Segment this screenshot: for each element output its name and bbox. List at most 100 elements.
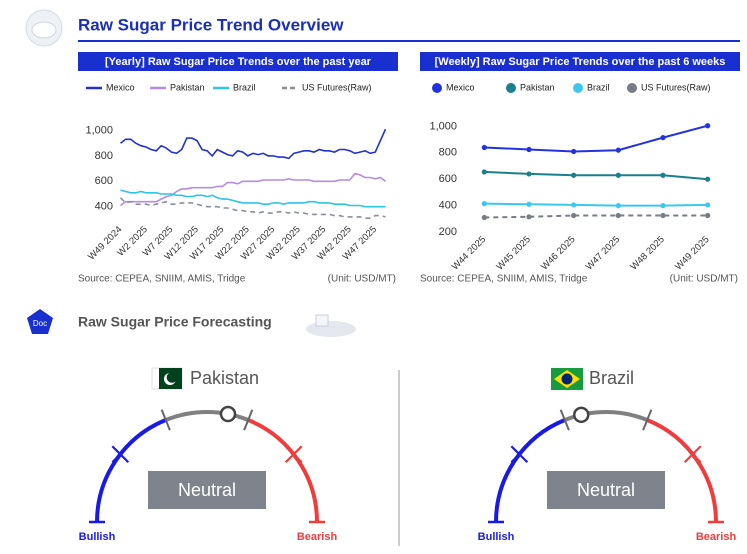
outlook-label: Neutral	[178, 480, 236, 500]
point	[615, 203, 621, 209]
point	[660, 135, 666, 141]
unit-note: (Unit: USD/MT)	[670, 274, 738, 285]
sugar-decoration	[306, 321, 356, 337]
point	[660, 203, 666, 209]
flag-moon-cut	[166, 372, 178, 383]
legend-marker	[506, 83, 516, 93]
legend-marker	[627, 83, 637, 93]
series-line	[484, 124, 708, 153]
point	[571, 202, 577, 208]
gauge-divider	[559, 409, 570, 431]
legend-marker	[573, 83, 583, 93]
flag-globe	[561, 373, 573, 385]
y-tick-label: 800	[439, 147, 457, 159]
source-note: Source: CEPEA, SNIIM, AMIS, Tridge	[420, 274, 588, 285]
x-tick-label: W49 2024	[86, 224, 124, 262]
legend-marker	[432, 83, 442, 93]
point	[526, 214, 532, 220]
doc-icon-label: Doc	[33, 319, 47, 328]
y-tick-label: 1,000	[429, 120, 457, 132]
bullish-label: Bullish	[79, 531, 116, 543]
legend-label: Pakistan	[520, 82, 555, 92]
forecast-title: Raw Sugar Price Forecasting	[78, 314, 272, 330]
point	[705, 202, 711, 208]
point	[615, 212, 621, 219]
series-line	[484, 170, 708, 181]
unit-note: (Unit: USD/MT)	[328, 274, 396, 285]
point	[481, 201, 487, 207]
chart-title-bar	[78, 52, 398, 71]
y-tick-label: 200	[439, 226, 457, 238]
outlook-box	[148, 471, 266, 509]
point	[615, 172, 621, 178]
gauge-indicator	[573, 406, 590, 424]
gauge-divider	[243, 409, 254, 431]
series-line	[119, 197, 386, 219]
point	[705, 212, 711, 219]
chart-title: [Weekly] Raw Sugar Price Trends over the…	[435, 56, 726, 68]
outlook-label: Neutral	[577, 480, 635, 500]
legend-label: Mexico	[106, 82, 135, 92]
bearish-label: Bearish	[297, 531, 338, 543]
point	[571, 172, 577, 178]
x-tick-label: W46 2025	[539, 234, 577, 272]
y-tick-label: 1,000	[85, 124, 113, 136]
gauge-cross	[683, 445, 702, 464]
point	[481, 144, 487, 151]
y-tick-label: 600	[439, 173, 457, 185]
point	[660, 212, 666, 219]
point	[571, 212, 577, 219]
series-line	[120, 128, 387, 160]
x-tick-label: W49 2025	[673, 234, 711, 272]
point	[571, 148, 577, 155]
sugar-cube	[315, 314, 329, 327]
chart-title-bar	[420, 52, 740, 71]
x-tick-label: W45 2025	[494, 234, 532, 272]
gauge-divider	[642, 409, 653, 431]
legend-label: Pakistan	[170, 82, 205, 92]
gauge-divider	[160, 409, 171, 431]
legend-label: Brazil	[233, 82, 256, 92]
y-tick-label: 600	[95, 175, 113, 187]
outlook-box	[547, 471, 665, 509]
point	[615, 147, 621, 153]
gauge-neutral-arc	[165, 410, 249, 422]
series-line	[120, 189, 386, 208]
chart-title: [Yearly] Raw Sugar Price Trends over the…	[105, 56, 372, 68]
gauge-cross	[284, 445, 303, 464]
bullish-label: Bullish	[478, 531, 515, 543]
source-note: Source: CEPEA, SNIIM, AMIS, Tridge	[78, 274, 246, 285]
point	[481, 214, 487, 221]
page-title: Raw Sugar Price Trend Overview	[78, 15, 344, 34]
x-tick-label: W48 2025	[628, 234, 666, 272]
point	[481, 169, 487, 175]
gauge-bullish-arc	[494, 418, 566, 523]
y-tick-label: 800	[95, 150, 113, 162]
sugar-icon-inner	[31, 21, 57, 39]
point	[526, 146, 532, 153]
legend-label: US Futures(Raw)	[302, 82, 372, 92]
doc-icon	[27, 309, 53, 334]
point	[526, 171, 532, 177]
series-line	[120, 172, 386, 207]
series-line	[484, 214, 708, 219]
gauge-cross	[111, 445, 130, 464]
point	[705, 176, 711, 182]
series-line	[484, 202, 708, 207]
gauge-indicator	[219, 405, 237, 423]
legend-label: Mexico	[446, 82, 475, 92]
y-tick-label: 400	[95, 201, 113, 213]
point	[660, 172, 666, 178]
x-tick-label: W44 2025	[450, 234, 488, 272]
gauge-neutral-arc	[564, 410, 648, 422]
legend-label: US Futures(Raw)	[641, 82, 711, 92]
x-tick-label: W47 2025	[584, 234, 622, 272]
country-label: Brazil	[589, 368, 634, 388]
point	[526, 201, 532, 207]
gauge-bearish-arc	[247, 418, 319, 523]
gauge-cross	[510, 445, 529, 464]
gauge-bearish-arc	[646, 418, 718, 523]
y-tick-label: 400	[439, 200, 457, 212]
bearish-label: Bearish	[696, 531, 737, 543]
